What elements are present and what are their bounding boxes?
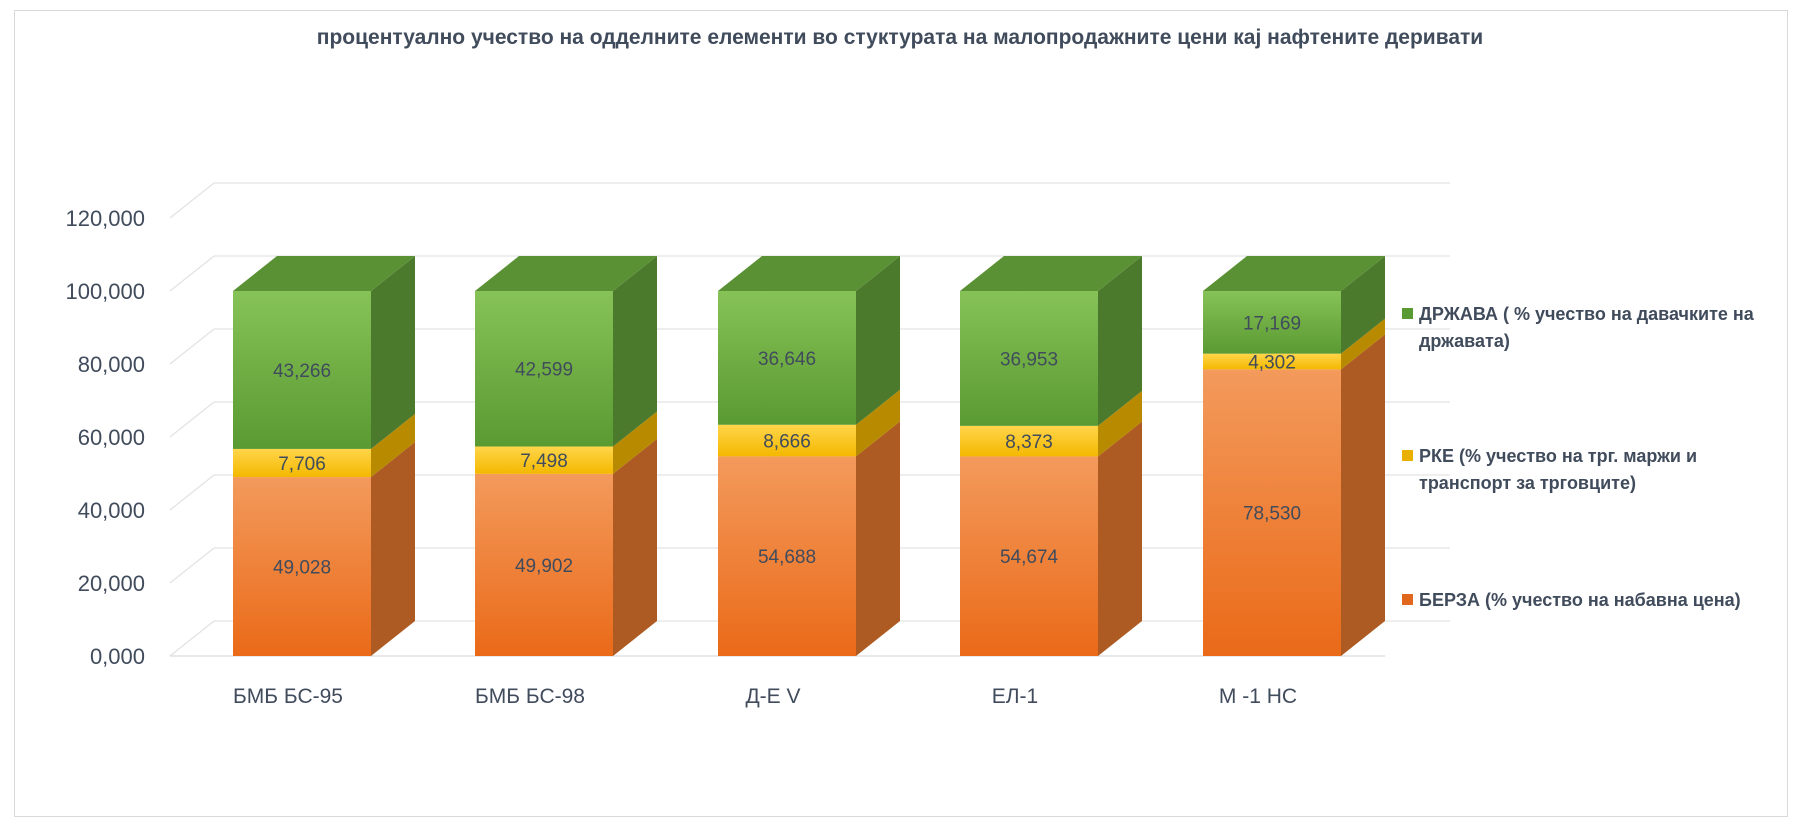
gridline-depth — [169, 255, 215, 292]
bar-side-2 — [371, 256, 415, 449]
bar-side-0 — [1098, 421, 1142, 656]
y-axis: 0,000 20,000 40,000 60,000 80,000 100,000 120,… — [65, 206, 145, 669]
y-tick-label: 40,000 — [78, 498, 145, 523]
x-axis: БМБ БС-95 БМБ БС-98 Д-Е V ЕЛ-1 М -1 НС — [233, 685, 1297, 708]
bar-top — [1203, 255, 1385, 291]
bar-front-2 — [475, 291, 613, 447]
bar-front-0 — [960, 456, 1098, 656]
data-label: 54,674 — [1000, 547, 1059, 568]
bar-front-1 — [475, 446, 613, 474]
x-tick-label: БМБ БС-95 — [233, 685, 343, 708]
data-label: 17,169 — [1243, 313, 1301, 334]
data-label: 36,646 — [758, 349, 816, 370]
bar-top — [233, 256, 415, 291]
gridline-depth — [169, 182, 215, 219]
legend-item-rke: РКЕ (% учество на трг. маржи и транспорт… — [1402, 443, 1792, 497]
legend-swatch-rke — [1402, 450, 1413, 461]
data-label: 49,028 — [273, 558, 331, 579]
gridline-depth — [169, 474, 215, 511]
x-tick-label: БМБ БС-98 — [475, 685, 585, 708]
chart-title: процентуално учество на одделните елемен… — [316, 26, 1484, 49]
gridline-depth — [169, 328, 215, 365]
bar-front-0 — [1203, 369, 1341, 656]
bar-front-0 — [718, 456, 856, 656]
data-label: 7,498 — [520, 451, 568, 472]
legend-swatch-berza — [1402, 594, 1413, 605]
data-label: 4,302 — [1248, 353, 1296, 374]
y-tick-label: 60,000 — [78, 425, 145, 450]
legend-swatch-drzava — [1402, 308, 1413, 319]
data-label: 49,902 — [515, 556, 573, 577]
bar-side-1 — [613, 411, 657, 474]
legend-label-rke: РКЕ (% учество на трг. маржи и транспорт… — [1419, 446, 1698, 493]
bar-top — [960, 256, 1142, 291]
gridline-depth — [169, 547, 215, 584]
data-label: 78,530 — [1243, 504, 1301, 525]
bar-side-0 — [1341, 334, 1385, 656]
y-tick-label: 20,000 — [78, 571, 145, 596]
bar-side-1 — [856, 389, 900, 457]
legend-label-berza: БЕРЗА (% учество на набавна цена) — [1419, 590, 1741, 610]
bar-front-2 — [960, 291, 1098, 426]
bar-side-0 — [613, 438, 657, 656]
bar-side-2 — [613, 256, 657, 447]
x-tick-label: ЕЛ-1 — [992, 685, 1038, 708]
data-label: 8,666 — [763, 432, 811, 453]
bar-side-1 — [1341, 318, 1385, 370]
x-tick-label: Д-Е V — [745, 685, 800, 708]
data-label: 43,266 — [273, 361, 331, 382]
bar-side-0 — [856, 421, 900, 656]
data-labels: 49,028 7,706 43,266 49,902 7,498 42,599 54,688… — [273, 313, 1301, 578]
bar-front-1 — [718, 424, 856, 457]
bar-side-0 — [371, 442, 415, 656]
bar-side-1 — [1098, 390, 1142, 457]
bar-front-2 — [233, 291, 371, 449]
bar-front-1 — [233, 448, 371, 478]
bar-front-2 — [718, 291, 856, 425]
data-label: 54,688 — [758, 547, 816, 568]
x-tick-label: М -1 НС — [1219, 685, 1297, 708]
legend-item-berza: БЕРЗА (% учество на набавна цена) — [1402, 587, 1792, 614]
bar-side-1 — [371, 413, 415, 478]
bar-front-0 — [233, 477, 371, 656]
gridline-depth — [169, 620, 215, 657]
bar-top — [718, 256, 900, 291]
y-tick-label: 80,000 — [78, 352, 145, 377]
data-label: 8,373 — [1005, 432, 1053, 453]
bar-side-2 — [1341, 255, 1385, 354]
data-label: 36,953 — [1000, 349, 1058, 370]
bar-front-2 — [1203, 290, 1341, 354]
legend-item-drzava: ДРЖАВА ( % учество на давачките на држав… — [1402, 301, 1792, 355]
bar-front-1 — [1203, 353, 1341, 370]
bar-side-2 — [856, 256, 900, 425]
y-tick-label: 100,000 — [65, 279, 145, 304]
legend-label-drzava: ДРЖАВА ( % учество на давачките на држав… — [1419, 304, 1754, 351]
bar-top — [475, 256, 657, 292]
bar-front-0 — [475, 473, 613, 656]
y-tick-label: 0,000 — [90, 644, 145, 669]
data-label: 7,706 — [278, 454, 326, 475]
bar-front-1 — [960, 425, 1098, 457]
bars-layer — [233, 255, 1385, 656]
y-tick-label: 120,000 — [65, 206, 145, 231]
bar-side-2 — [1098, 256, 1142, 426]
data-label: 42,599 — [515, 360, 573, 381]
gridline-depth — [169, 401, 215, 438]
